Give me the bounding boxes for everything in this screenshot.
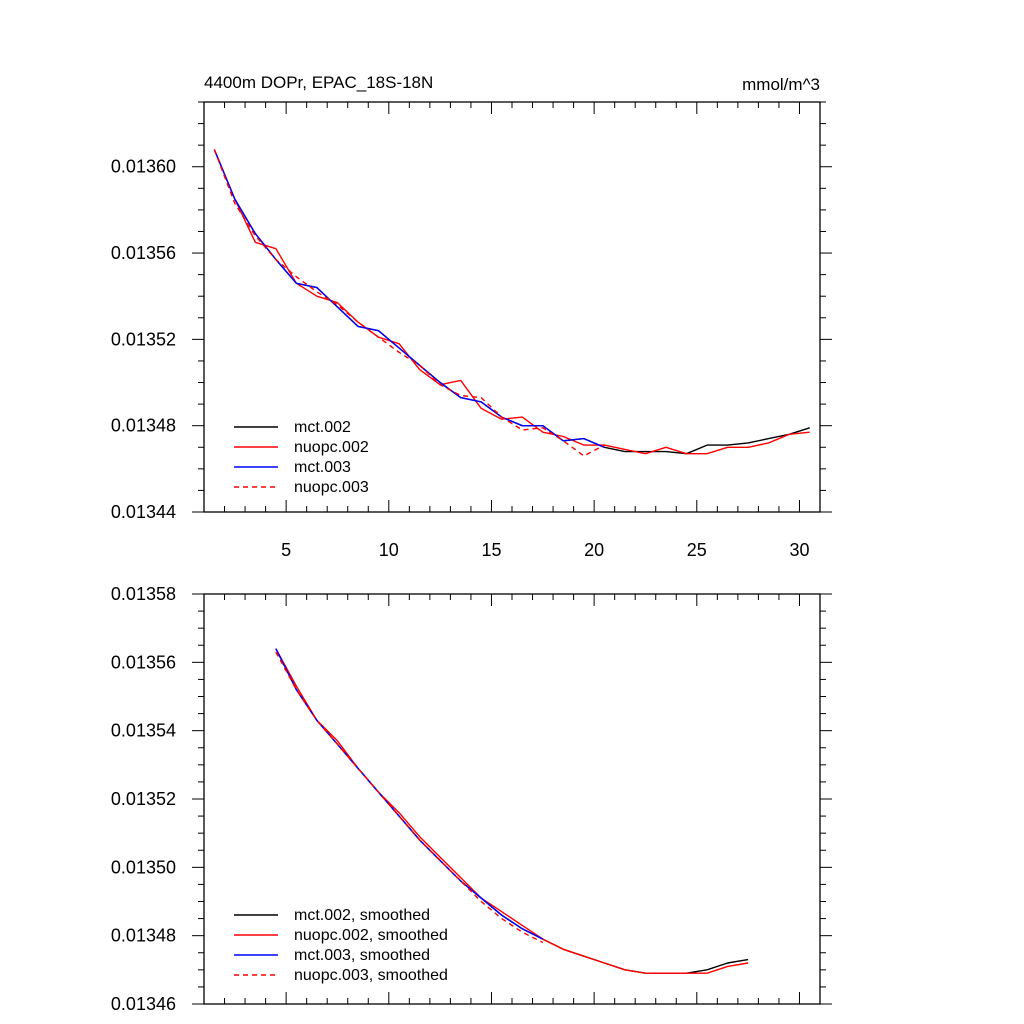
series-line [213,149,605,448]
y-tick-label: 0.01360 [111,157,176,177]
y-tick-label: 0.01348 [111,926,176,946]
series-line [275,648,544,940]
legend-label: nuopc.002 [294,439,369,456]
x-tick-label: 5 [281,540,291,560]
series-group [275,648,749,974]
legend-label: mct.002, smoothed [294,907,430,924]
series-group [213,149,810,457]
x-tick-label: 15 [481,540,501,560]
y-tick-label: 0.01350 [111,857,176,877]
y-tick-label: 0.01356 [111,652,176,672]
y-tick-label: 0.01346 [111,994,176,1014]
x-tick-label: 25 [687,540,707,560]
legend-label: mct.002 [294,419,351,436]
y-tick-label: 0.01344 [111,502,176,522]
series-line [275,651,544,944]
series-line [213,149,810,455]
legend-label: mct.003, smoothed [294,947,430,964]
x-tick-label: 20 [584,540,604,560]
y-tick-label: 0.01354 [111,721,176,741]
y-tick-label: 0.01358 [111,584,176,604]
series-line [213,149,810,455]
bottom-panel: 0.01346 0.01348 0.01350 0.01352 0.01354 0.013… [111,584,832,1014]
series-line [275,648,749,974]
y-tick-label: 0.01352 [111,789,176,809]
legend-label: nuopc.003 [294,479,369,496]
y-tick-label: 0.01356 [111,243,176,263]
series-line [213,149,605,457]
units-label: mmol/m^3 [742,75,820,94]
top-panel: 5 10 15 20 25 30 0.01344 0.01348 0.01352 0.01356 0… [111,73,832,560]
series-line [275,648,749,974]
x-tick-label: 30 [789,540,809,560]
legend-label: nuopc.002, smoothed [294,927,448,944]
x-tick-label: 10 [379,540,399,560]
y-tick-label: 0.01352 [111,329,176,349]
y-tick-label: 0.01348 [111,416,176,436]
legend-label: mct.003 [294,459,351,476]
legend-label: nuopc.003, smoothed [294,967,448,984]
chart-title: 4400m DOPr, EPAC_18S-18N [204,73,433,92]
